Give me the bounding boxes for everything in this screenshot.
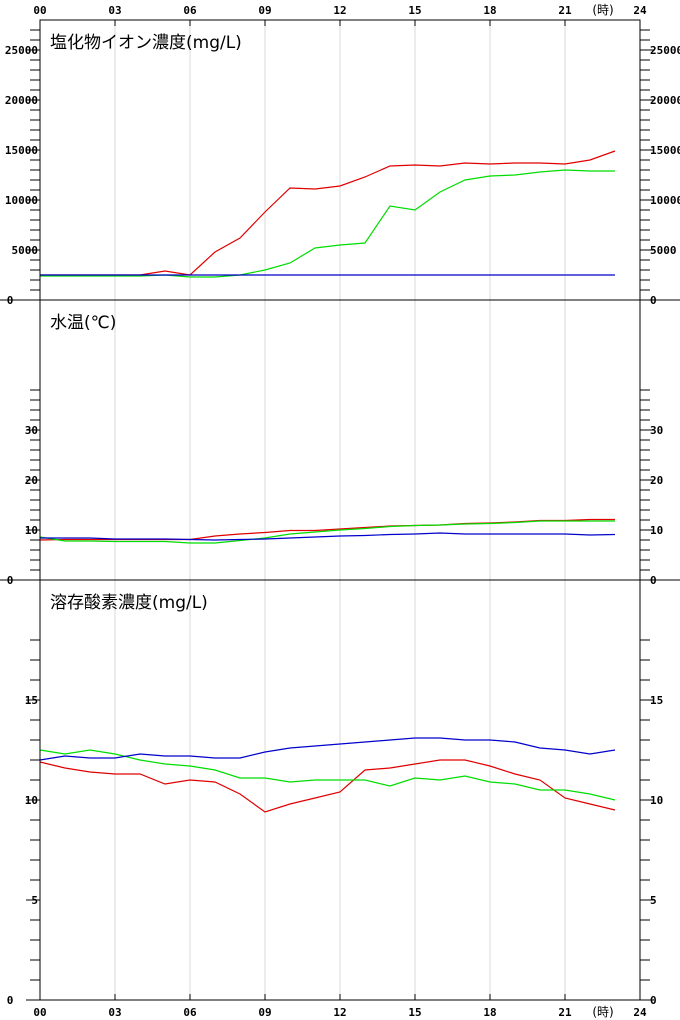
y-tick-label-left: 30 [25,424,38,437]
plot-frame [39,19,641,1001]
x-unit-bottom: (時) [592,1005,613,1019]
x-tick-label-bottom: 21 [558,1006,572,1019]
ticks-layer [26,20,654,1001]
panel-title: 溶存酸素濃度(mg/L) [50,593,208,613]
y-tick-label-right: 25000 [650,44,680,57]
y-tick-label-right: 10000 [650,194,680,207]
x-tick-label-bottom: 18 [483,1006,496,1019]
series-line [39,737,616,761]
y-tick-label-left: 5 [31,894,38,907]
panel-title: 水温(℃) [50,313,116,333]
y-tick-label-right: 5000 [650,244,677,257]
x-tick-label-bottom: 06 [183,1006,197,1019]
y-tick-label-left: 0 [7,294,14,307]
x-tick-label-top: 03 [108,4,121,17]
frame-layer [0,19,680,1001]
y-tick-label-right: 0 [650,294,657,307]
series-layer [39,150,616,813]
y-tick-label-right: 5 [650,894,657,907]
y-tick-label-right: 15 [650,694,663,707]
y-tick-label-left: 15 [25,694,38,707]
x-tick-label-top: 18 [483,4,496,17]
label-layer: 000003030606090912121515181821212424(時)(… [5,3,680,1019]
y-tick-label-left: 5000 [12,244,39,257]
grid-layer [114,20,566,1000]
y-tick-label-right: 30 [650,424,663,437]
y-tick-label-right: 20 [650,474,663,487]
y-tick-label-right: 10 [650,524,663,537]
y-tick-label-left: 10 [25,524,38,537]
y-tick-label-left: 10 [25,794,38,807]
series-line [40,169,615,278]
x-unit-top: (時) [592,3,613,17]
y-tick-label-left: 0 [7,994,14,1007]
series-line [39,759,616,813]
y-tick-label-left: 20 [25,474,38,487]
y-tick-label-right: 0 [650,574,657,587]
x-tick-label-top: 06 [183,4,197,17]
y-tick-label-left: 20000 [5,94,38,107]
x-tick-label-bottom: 15 [408,1006,421,1019]
series-line [39,749,616,801]
y-tick-label-left: 10000 [5,194,38,207]
y-tick-label-right: 20000 [650,94,680,107]
x-tick-label-bottom: 24 [633,1006,647,1019]
panel-title: 塩化物イオン濃度(mg/L) [50,33,242,53]
series-line [40,532,616,541]
y-tick-label-right: 10 [650,794,663,807]
x-tick-label-bottom: 12 [333,1006,346,1019]
x-tick-label-bottom: 03 [108,1006,121,1019]
x-tick-label-top: 12 [333,4,346,17]
x-tick-label-top: 15 [408,4,421,17]
x-tick-label-bottom: 09 [258,1006,271,1019]
x-tick-label-top: 09 [258,4,271,17]
x-tick-label-top: 00 [33,4,46,17]
x-tick-label-top: 24 [633,4,647,17]
y-tick-label-right: 0 [650,994,657,1007]
series-line [40,150,616,276]
y-tick-label-left: 25000 [5,44,38,57]
x-tick-label-top: 21 [558,4,572,17]
y-tick-label-right: 15000 [650,144,680,157]
x-tick-label-bottom: 00 [33,1006,46,1019]
y-tick-label-left: 15000 [5,144,38,157]
y-tick-label-left: 0 [7,574,14,587]
series-line [39,520,615,544]
